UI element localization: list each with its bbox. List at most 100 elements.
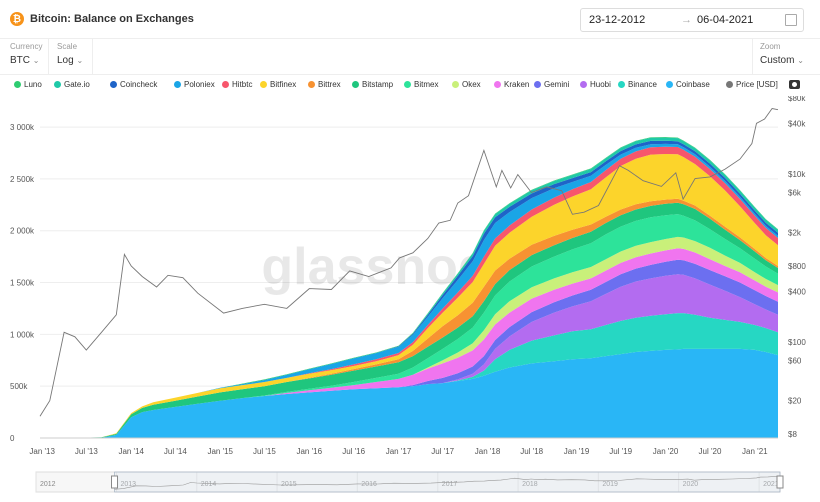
page-title: Bitcoin: Balance on Exchanges	[30, 13, 194, 25]
x-tick-label: Jan '21	[742, 447, 768, 456]
date-range-picker[interactable]: 23-12-2012 → 06-04-2021	[580, 8, 804, 32]
currency-select[interactable]: Currency BTC ⌄	[10, 42, 42, 66]
legend-item-binance[interactable]: Binance	[618, 80, 657, 89]
legend-dot	[110, 81, 117, 88]
chevron-down-icon: ⌄	[76, 56, 84, 65]
bitcoin-icon: ₿	[10, 12, 24, 26]
legend-label: Bittrex	[318, 80, 341, 89]
navigator-year-label: 2020	[683, 481, 699, 488]
x-tick-label: Jan '13	[29, 447, 55, 456]
area-huobi[interactable]	[40, 274, 778, 438]
legend-dot	[404, 81, 411, 88]
divider	[752, 38, 753, 74]
y-right-tick-label: $60	[788, 356, 802, 365]
legend-item-coincheck[interactable]: Coincheck	[110, 80, 157, 89]
navigator-price-line	[114, 476, 781, 490]
y-right-tick-label: $20	[788, 397, 802, 406]
legend-item-kraken[interactable]: Kraken	[494, 80, 529, 89]
navigator-year-label: 2017	[442, 481, 458, 488]
legend-label: Hitbtc	[232, 80, 253, 89]
currency-label: Currency	[10, 42, 43, 51]
navigator-year-label: 2012	[40, 481, 56, 488]
y-left-tick-label: 1 500k	[10, 279, 35, 288]
x-tick-label: Jul '20	[699, 447, 722, 456]
y-left-tick-label: 500k	[10, 382, 28, 391]
area-bitmex[interactable]	[40, 214, 778, 438]
legend-label: Bitfinex	[270, 80, 297, 89]
area-gemini[interactable]	[40, 259, 778, 438]
legend-dot	[14, 81, 21, 88]
y-right-tick-label: $2k	[788, 229, 802, 238]
legend-label: Coincheck	[120, 80, 158, 89]
camera-icon[interactable]	[789, 80, 800, 89]
area-binance[interactable]	[40, 313, 778, 438]
legend-label: Bitmex	[414, 80, 439, 89]
y-left-tick-label: 0	[10, 434, 15, 443]
y-left-tick-label: 3 000k	[10, 123, 35, 132]
y-left-tick-label: 1 000k	[10, 330, 35, 339]
title-wrap: ₿ Bitcoin: Balance on Exchanges	[10, 12, 194, 26]
date-to[interactable]: 06-04-2021	[697, 14, 754, 26]
legend-item-coinbase[interactable]: Coinbase	[666, 80, 710, 89]
price-line[interactable]	[39, 108, 779, 417]
x-tick-label: Jul '13	[75, 447, 98, 456]
y-right-tick-label: $8	[788, 430, 797, 439]
legend-item-hitbtc[interactable]: Hitbtc	[222, 80, 252, 89]
navigator-handle-left[interactable]	[111, 475, 119, 489]
y-left-tick-label: 2 500k	[10, 175, 35, 184]
legend-label: Kraken	[504, 80, 530, 89]
legend-dot	[260, 81, 267, 88]
area-bitfinex[interactable]	[40, 154, 778, 438]
navigator-year-label: 2014	[201, 481, 217, 488]
scale-select[interactable]: Scale Log ⌄	[57, 42, 83, 66]
area-coinbase[interactable]	[40, 348, 778, 438]
y-right-tick-label: $800	[788, 262, 806, 271]
navigator-selection[interactable]	[114, 471, 781, 493]
legend-item-price-usd[interactable]: Price [USD]	[726, 80, 778, 89]
legend-label: Luno	[24, 80, 42, 89]
controls-row: Currency BTC ⌄ Scale Log ⌄ Zoom Custom ⌄	[0, 38, 820, 75]
calendar-icon[interactable]	[785, 14, 797, 26]
y-right-tick-label: $400	[788, 287, 806, 296]
legend-dot	[308, 81, 315, 88]
y-right-tick-label: $6k	[788, 188, 802, 197]
legend-dot	[534, 81, 541, 88]
zoom-select[interactable]: Zoom Custom ⌄	[760, 42, 804, 66]
x-tick-label: Jul '17	[431, 447, 454, 456]
legend-dot	[352, 81, 359, 88]
y-left-tick-label: 2 000k	[10, 227, 35, 236]
legend-item-huobi[interactable]: Huobi	[580, 80, 611, 89]
legend-item-gate-io[interactable]: Gate.io	[54, 80, 90, 89]
legend-label: Poloniex	[184, 80, 215, 89]
navigator-handle-right[interactable]	[776, 475, 784, 489]
legend-item-luno[interactable]: Luno	[14, 80, 42, 89]
date-from[interactable]: 23-12-2012	[589, 14, 646, 26]
x-tick-label: Jul '14	[164, 447, 187, 456]
legend-label: Price [USD]	[736, 80, 778, 89]
legend-item-bitmex[interactable]: Bitmex	[404, 80, 438, 89]
x-tick-label: Jan '16	[296, 447, 322, 456]
legend-item-gemini[interactable]: Gemini	[534, 80, 569, 89]
x-tick-label: Jan '14	[118, 447, 144, 456]
navigator-year-label: 2019	[602, 481, 618, 488]
legend-dot	[726, 81, 733, 88]
legend-dot	[54, 81, 61, 88]
area-kraken[interactable]	[40, 248, 778, 438]
legend-label: Huobi	[590, 80, 611, 89]
scale-value: Log	[57, 55, 74, 66]
legend-item-okex[interactable]: Okex	[452, 80, 481, 89]
legend-dot	[222, 81, 229, 88]
x-tick-label: Jan '15	[207, 447, 233, 456]
navigator-year-label: 2018	[522, 481, 538, 488]
legend-label: Gemini	[544, 80, 570, 89]
legend-item-bitfinex[interactable]: Bitfinex	[260, 80, 296, 89]
legend-item-bittrex[interactable]: Bittrex	[308, 80, 341, 89]
legend-item-bitstamp[interactable]: Bitstamp	[352, 80, 393, 89]
legend-item-poloniex[interactable]: Poloniex	[174, 80, 215, 89]
x-tick-label: Jul '18	[520, 447, 543, 456]
x-tick-label: Jul '16	[342, 447, 365, 456]
legend-dot	[174, 81, 181, 88]
x-tick-label: Jan '17	[386, 447, 412, 456]
navigator-year-label: 2013	[120, 481, 136, 488]
